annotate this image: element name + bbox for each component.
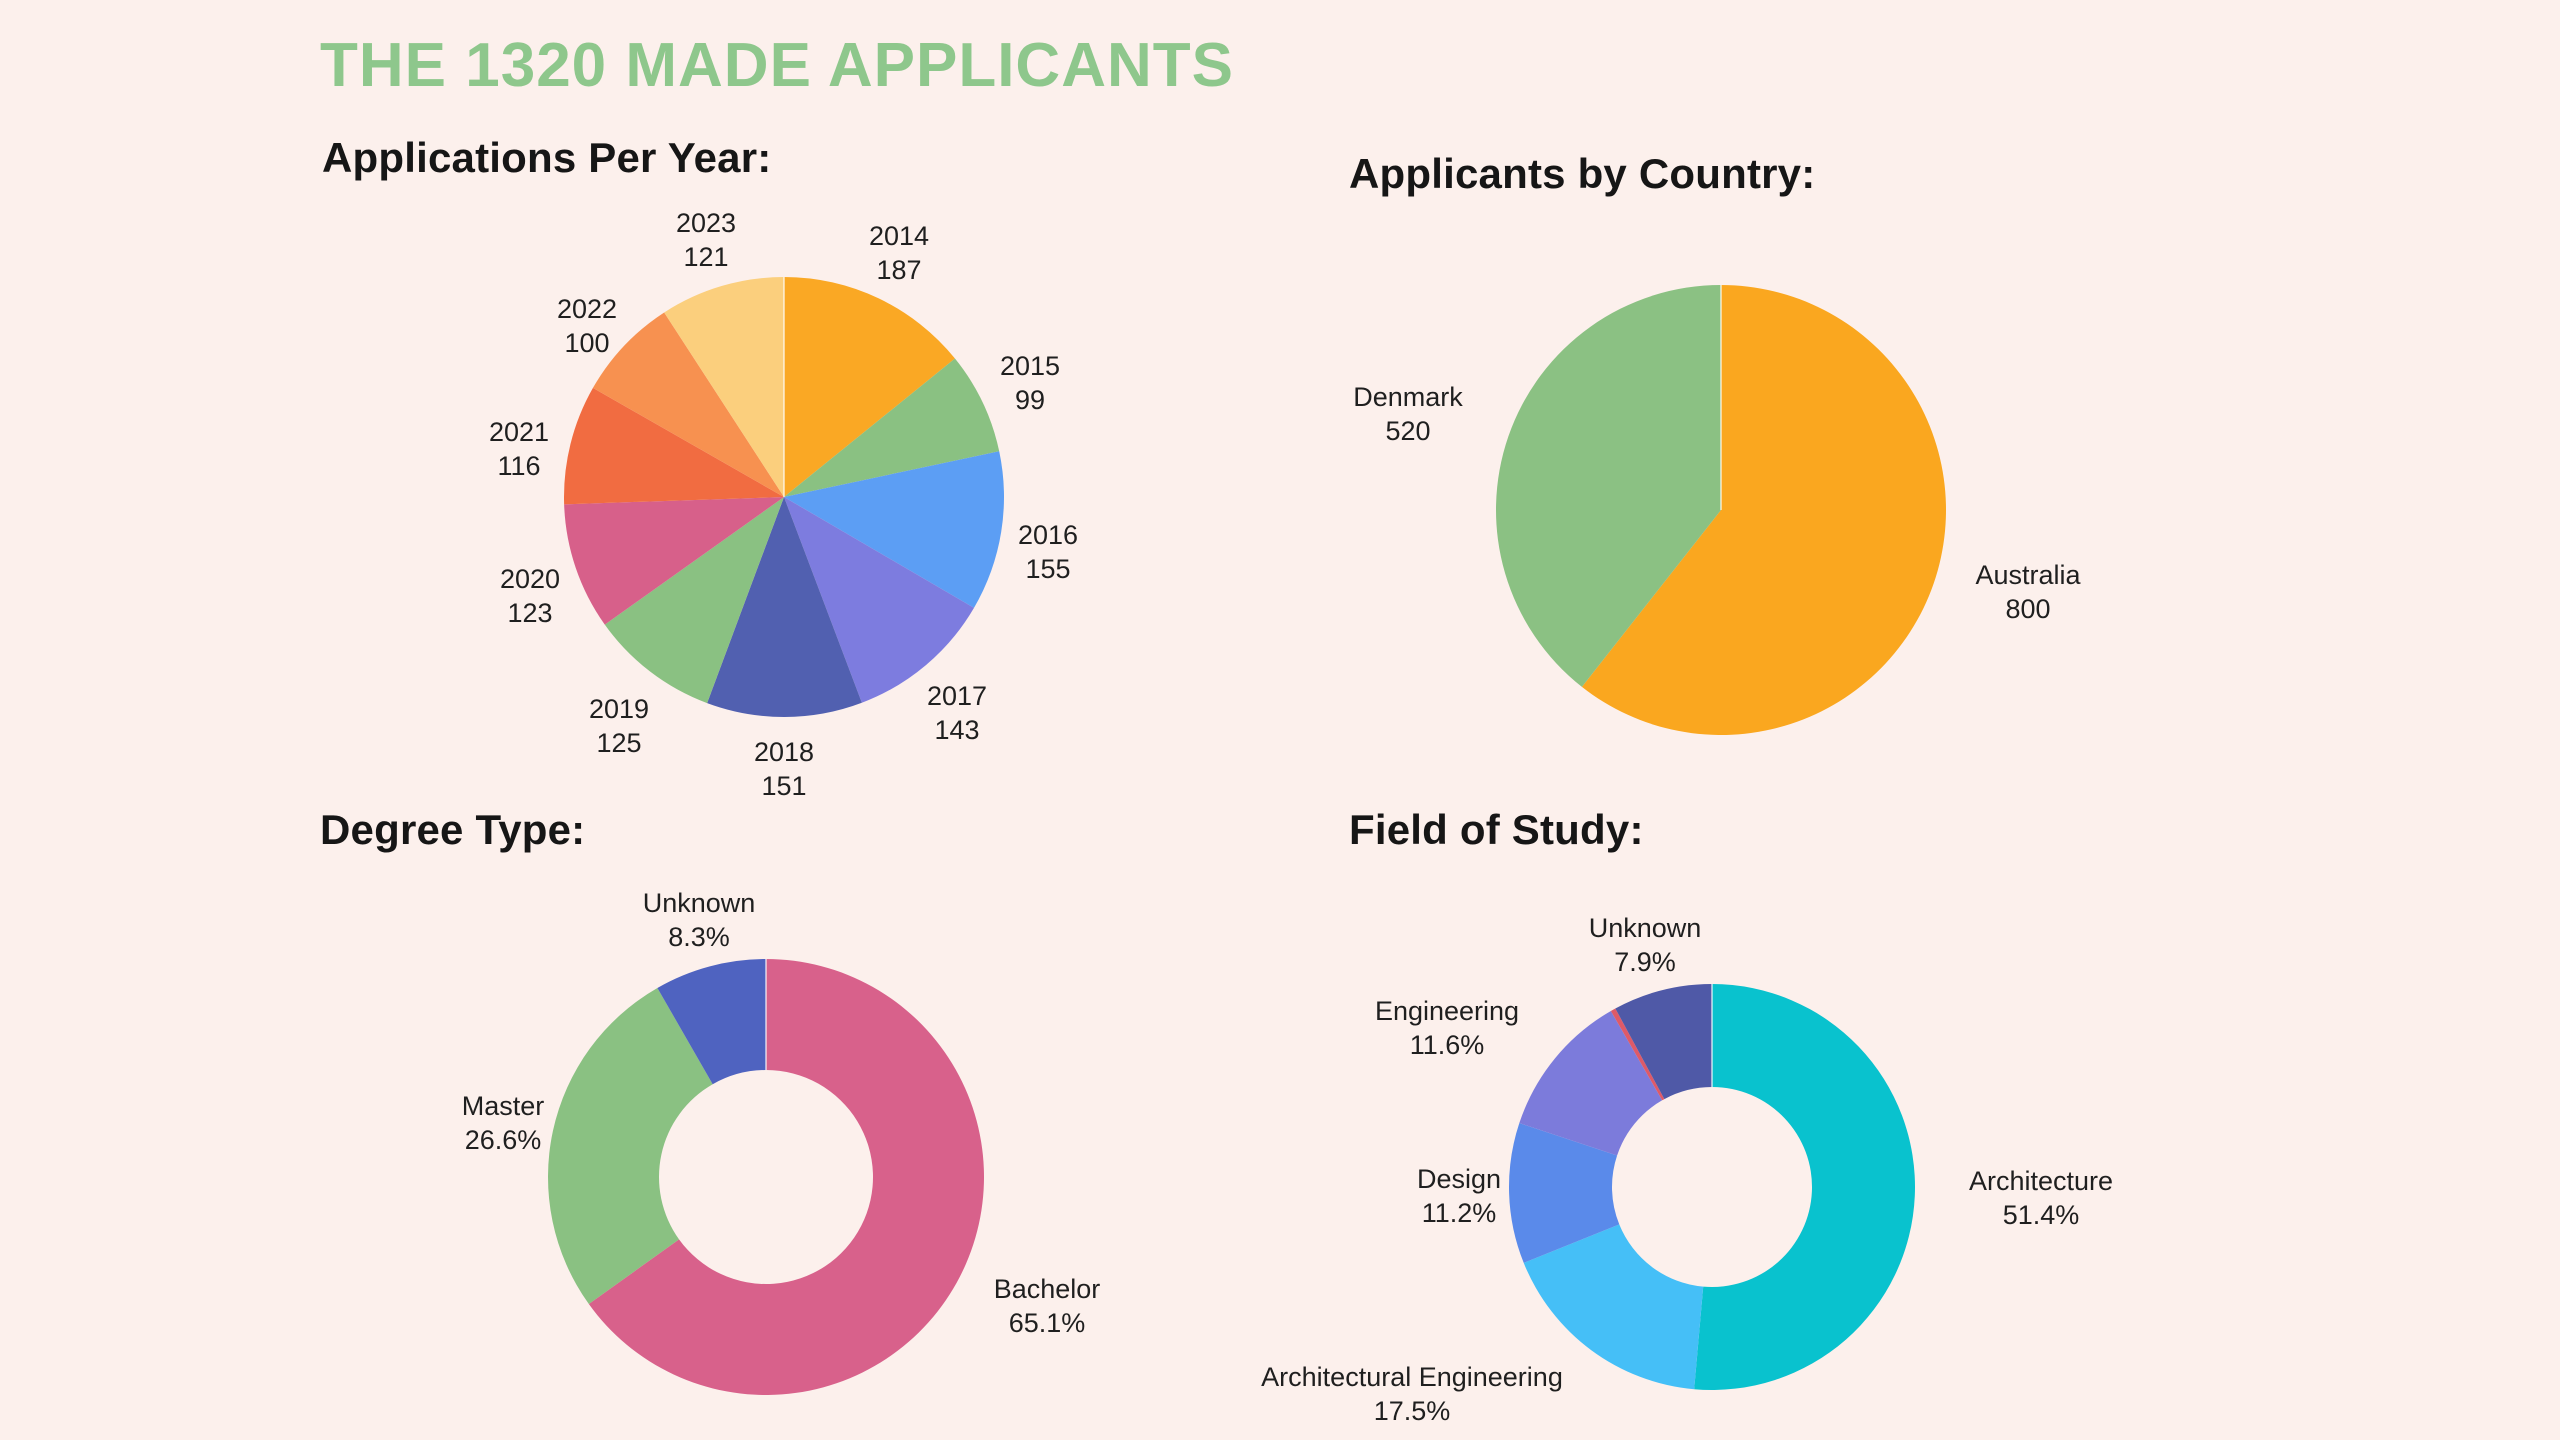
slice-label-2020: 2020 123 [500,562,560,630]
slice-label-name: Design [1416,1164,1502,1194]
slice-label-value: 125 [596,728,642,758]
slice-label-value: 51.4% [2002,1200,2080,1230]
slice-Architecture [1694,984,1916,1390]
slice-label-2014: 2014 187 [869,219,929,287]
slice-2022 [592,312,784,497]
page-title: THE 1320 MADE APPLICANTS [320,31,1234,100]
slice-label-value: 520 [1385,416,1431,446]
slice-label-name: Unknown [642,888,756,918]
slice-label-value: 7.9% [1614,947,1676,977]
chart-title-degree-type: Degree Type: [320,806,586,853]
slice-2017 [784,497,974,703]
slice-label-value: 11.2% [1421,1198,1497,1228]
slice-Australia [1581,285,1946,735]
slice-label-unknown: Unknown 7.9% [1589,911,1702,979]
slice-label-name: 2023 [675,208,737,238]
slice-label-architecture: Architecture 51.4% [1969,1164,2113,1232]
slice-label-name: Bachelor [993,1274,1101,1304]
slice-Master [548,987,713,1305]
slice-2023 [664,277,784,497]
slice-label-value: 65.1% [1008,1308,1086,1338]
slice-2020 [564,497,784,625]
slice-label-value: 123 [507,598,553,628]
slice-label-value: 800 [2005,594,2051,624]
slice-label-name: 2022 [556,294,618,324]
slice-Engineering [1519,1010,1663,1156]
slice-label-2021: 2021 116 [489,415,549,483]
slice-label-value: 155 [1025,554,1071,584]
slice-2019 [604,497,784,704]
chart-title-applicants-by-country: Applicants by Country: [1349,150,1816,197]
slice-2014 [784,277,955,497]
slice-label-name: 2016 [1017,520,1079,550]
slice-label-value: 187 [876,255,922,285]
slice-label-2019: 2019 125 [589,692,649,760]
slice-unlabeled [1610,1008,1665,1101]
slice-label-2018: 2018 151 [754,735,814,803]
slice-Design [1509,1123,1620,1263]
slice-label-name: 2015 [999,351,1061,381]
slice-label-value: 11.6% [1409,1030,1485,1060]
slice-label-name: 2018 [753,737,815,767]
slice-Unknown [1615,984,1712,1100]
slice-label-architectural-engineering: Architectural Engineering 17.5% [1261,1360,1563,1428]
slice-label-name: Engineering [1374,996,1520,1026]
slice-label-master: Master 26.6% [462,1089,545,1157]
slice-label-engineering: Engineering 11.6% [1375,994,1519,1062]
slice-2016 [784,451,1004,608]
slice-label-name: Architectural Engineering [1261,1362,1563,1392]
slice-label-value: 26.6% [464,1125,542,1155]
slice-label-value: 121 [683,242,729,272]
slice-label-value: 116 [497,451,541,481]
slice-label-denmark: Denmark 520 [1353,380,1463,448]
slice-label-2016: 2016 155 [1018,518,1078,586]
slice-label-name: 2021 [488,417,550,447]
chart-title-applications-per-year: Applications Per Year: [322,134,772,181]
slice-label-name: Master [461,1091,545,1121]
slice-label-bachelor: Bachelor 65.1% [994,1272,1101,1340]
slice-2018 [707,497,862,717]
slice-Unknown [657,959,766,1085]
slice-label-name: Architecture [1968,1166,2114,1196]
slice-label-2015: 2015 99 [1000,349,1060,417]
slice-label-name: 2019 [588,694,650,724]
slice-label-name: Denmark [1353,382,1463,412]
slice-label-value: 17.5% [1373,1396,1451,1426]
slice-Bachelor [588,959,985,1395]
slice-2021 [564,387,784,505]
slice-label-value: 100 [564,328,610,358]
slice-Architectural Engineering [1523,1224,1704,1390]
slice-label-name: 2020 [499,564,561,594]
slice-Denmark [1495,285,1721,687]
slice-label-australia: Australia 800 [1975,558,2080,626]
slice-label-name: 2014 [868,221,930,251]
slice-label-name: Australia [1975,560,2081,590]
slice-label-value: 8.3% [668,922,730,952]
slice-label-design: Design 11.2% [1417,1162,1501,1230]
slice-label-name: 2017 [926,681,988,711]
chart-title-field-of-study: Field of Study: [1349,806,1644,853]
slice-label-2017: 2017 143 [927,679,987,747]
slice-label-unknown: Unknown 8.3% [643,886,756,954]
slice-label-name: Unknown [1588,913,1702,943]
slice-label-value: 151 [761,771,807,801]
slice-label-value: 99 [1014,385,1046,415]
slice-label-2023: 2023 121 [676,206,736,274]
slice-label-value: 143 [934,715,980,745]
slice-2015 [784,358,1000,497]
slice-label-2022: 2022 100 [557,292,617,360]
